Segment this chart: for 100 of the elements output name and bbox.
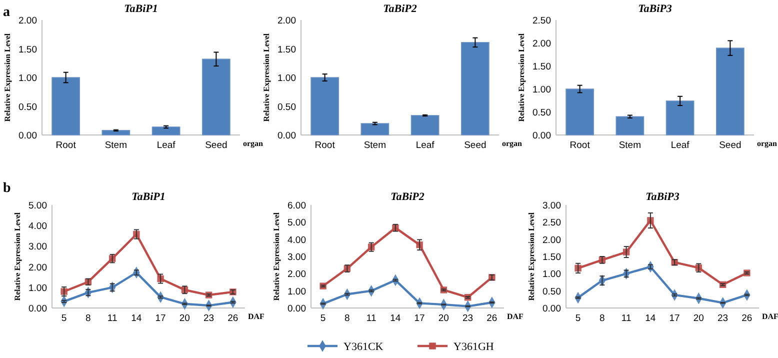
x-tick-label: Root	[314, 140, 336, 151]
x-tick-label: Leaf	[416, 140, 435, 151]
bar	[152, 126, 180, 136]
y-tick-label: 1.00	[278, 73, 296, 84]
bar	[461, 42, 490, 136]
y-tick-label: 2.00	[18, 16, 37, 26]
bar	[102, 130, 130, 136]
y-axis-title: Relative Expression Level	[3, 32, 12, 122]
y-tick-label: 0.50	[532, 108, 551, 118]
y-tick-label: 4.00	[288, 234, 306, 246]
x-tick-label: Seed	[719, 140, 742, 151]
x-tick-label: 11	[621, 313, 632, 324]
y-tick-label: 0.50	[278, 102, 296, 113]
text: b	[3, 181, 11, 196]
y-tick-label: 3.00	[288, 252, 306, 263]
bar	[616, 116, 644, 136]
y-tick-label: 0.00	[542, 304, 561, 314]
text: a	[3, 5, 10, 20]
y-tick-label: 3.00	[542, 200, 561, 212]
x-tick-label: 14	[390, 313, 401, 324]
y-tick-label: 2.00	[532, 38, 551, 50]
y-tick-label: 1.50	[542, 252, 561, 263]
x-tick-label: 5	[575, 313, 581, 324]
x-tick-label: 14	[131, 313, 142, 324]
x-tick-label: Stem	[104, 140, 128, 151]
chart-title: TaBiP1	[124, 3, 158, 15]
y-tick-label: 3.00	[28, 242, 47, 253]
x-tick-label: 17	[669, 313, 680, 324]
bar	[202, 58, 230, 136]
y-tick-label: 1.50	[278, 44, 296, 56]
x-axis-title: DAF	[248, 312, 265, 321]
chart-title: TaBiP2	[390, 191, 425, 203]
y-tick-label: 2.00	[542, 234, 561, 246]
x-axis-title: organ	[502, 139, 523, 148]
chart-title: TaBiP3	[638, 3, 672, 15]
bar	[410, 115, 440, 136]
y-tick-label: 5.00	[288, 218, 306, 229]
y-axis-title: Relative Expression Level	[527, 212, 536, 301]
x-tick-label: Stem	[618, 140, 642, 151]
y-tick-label: 2.00	[278, 16, 296, 26]
bar	[52, 77, 80, 136]
y-tick-label: 6.00	[288, 200, 306, 212]
y-tick-label: 0.00	[278, 130, 296, 142]
chart-title: TaBiP2	[383, 3, 418, 15]
y-tick-label: 1.00	[18, 73, 37, 84]
x-tick-label: 8	[600, 313, 605, 324]
bar	[666, 100, 694, 136]
x-tick-label: 26	[486, 313, 498, 324]
bar	[360, 123, 390, 136]
y-axis-title: Relative Expression Level	[262, 32, 271, 122]
y-tick-label: 0.00	[288, 304, 306, 314]
x-tick-label: 20	[438, 313, 449, 324]
x-axis-title: organ	[757, 139, 778, 148]
bar	[310, 77, 339, 136]
y-tick-label: 1.00	[542, 269, 561, 280]
x-tick-label: Leaf	[156, 140, 176, 151]
x-tick-label: Seed	[205, 140, 228, 151]
bar	[716, 48, 744, 136]
y-tick-label: 2.50	[532, 16, 551, 26]
y-axis-title: Relative Expression Level	[272, 212, 281, 301]
y-tick-label: 0.50	[542, 286, 561, 298]
x-tick-label: 5	[320, 313, 326, 324]
y-tick-label: 0.50	[18, 102, 37, 113]
y-tick-label: 2.00	[288, 269, 306, 280]
x-tick-label: Root	[570, 140, 590, 151]
x-tick-label: 5	[61, 313, 67, 324]
x-tick-label: 23	[718, 313, 728, 324]
x-axis-title: DAF	[507, 312, 524, 321]
x-tick-label: 14	[645, 313, 656, 324]
y-tick-label: 5.00	[28, 200, 47, 212]
y-tick-label: 4.00	[28, 221, 47, 232]
x-tick-label: 11	[366, 313, 376, 324]
y-tick-label: 0.00	[18, 130, 37, 142]
y-tick-label: 1.00	[28, 282, 47, 294]
y-tick-label: 0.00	[532, 130, 551, 142]
x-tick-label: Leaf	[670, 140, 690, 151]
y-axis-title: Relative Expression Level	[13, 212, 22, 301]
legend-label: Y361GH	[454, 341, 494, 353]
x-tick-label: 17	[414, 313, 425, 324]
x-tick-label: Root	[56, 140, 76, 151]
chart-title: TaBiP3	[646, 191, 680, 203]
y-axis-title: Relative Expression Level	[517, 32, 526, 122]
y-tick-label: 1.50	[18, 44, 37, 56]
bar	[566, 88, 594, 136]
x-tick-label: 23	[462, 313, 474, 324]
x-tick-label: 11	[107, 313, 118, 324]
x-tick-label: 23	[204, 313, 214, 324]
chart-title: TaBiP1	[132, 191, 166, 203]
x-axis-title: organ	[243, 139, 264, 148]
y-tick-label: 0.00	[28, 304, 47, 314]
y-tick-label: 1.00	[288, 286, 306, 298]
x-tick-label: 20	[693, 313, 704, 324]
x-axis-title: DAF	[762, 312, 778, 321]
y-tick-label: 2.50	[542, 218, 561, 229]
x-tick-label: 8	[344, 313, 350, 324]
x-tick-label: 26	[742, 313, 752, 324]
x-tick-label: 20	[179, 313, 190, 324]
x-tick-label: 8	[86, 313, 91, 324]
x-tick-label: Stem	[364, 140, 386, 151]
x-tick-label: 17	[155, 313, 166, 324]
